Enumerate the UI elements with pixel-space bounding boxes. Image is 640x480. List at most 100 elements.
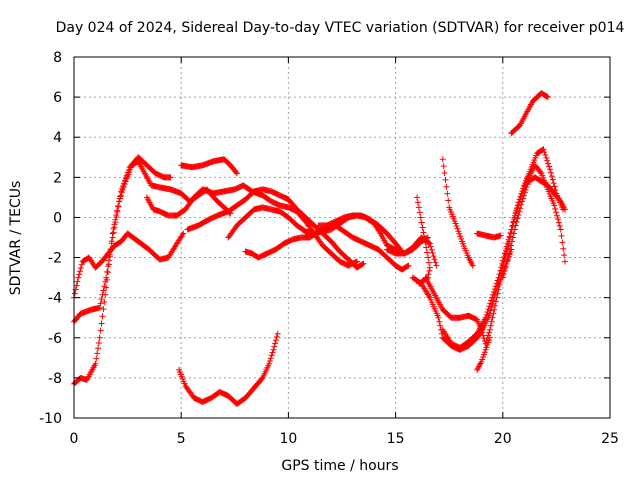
data-point: [486, 334, 493, 341]
data-point: [549, 176, 556, 183]
data-point: [445, 197, 452, 204]
data-point: [167, 174, 174, 181]
data-point: [493, 280, 500, 287]
data-point: [360, 260, 367, 267]
data-point: [514, 215, 521, 222]
data-point: [485, 306, 492, 313]
data-point: [266, 358, 273, 365]
y-tick-label: 0: [53, 210, 62, 226]
y-tick-label: -8: [48, 371, 62, 387]
data-point: [519, 198, 526, 205]
data-point: [544, 157, 551, 164]
x-tick-label: 25: [601, 431, 619, 447]
data-point: [510, 230, 517, 237]
data-point: [457, 233, 464, 240]
series-arc-6: [184, 186, 367, 271]
data-point: [551, 202, 558, 209]
data-point: [440, 163, 447, 170]
series-arc-8: [242, 222, 412, 273]
data-point: [511, 226, 518, 233]
x-tick-label: 15: [387, 431, 405, 447]
data-point: [521, 189, 528, 196]
data-point: [267, 355, 274, 362]
data-point: [522, 186, 529, 193]
data-point: [98, 296, 105, 303]
data-point: [430, 253, 437, 260]
data-point: [504, 257, 511, 264]
data-point: [542, 151, 549, 158]
y-axis-label: SDTVAR / TECUs: [8, 181, 24, 296]
y-tick-label: -4: [48, 291, 62, 307]
x-tick-label: 20: [494, 431, 512, 447]
series-arc-16: [508, 90, 551, 137]
data-point: [103, 284, 110, 291]
data-point: [118, 189, 125, 196]
data-point: [508, 238, 515, 245]
data-point: [484, 308, 491, 315]
data-point: [439, 156, 446, 163]
data-point: [488, 297, 495, 304]
data-point: [491, 286, 498, 293]
data-point: [482, 314, 489, 321]
data-point: [421, 234, 428, 241]
data-point: [453, 223, 460, 230]
data-point: [111, 221, 118, 228]
data-point: [102, 291, 109, 298]
data-point: [93, 355, 100, 362]
series-arc-19: [414, 194, 433, 287]
data-point: [555, 219, 562, 226]
data-point: [492, 298, 499, 305]
data-point: [444, 190, 451, 197]
data-point: [503, 243, 510, 250]
data-point: [556, 223, 563, 230]
data-point: [78, 261, 85, 268]
data-point: [550, 180, 557, 187]
data-point: [505, 236, 512, 243]
data-point: [108, 238, 115, 245]
data-point: [233, 170, 240, 177]
x-tick-label: 0: [70, 431, 79, 447]
data-point: [490, 288, 497, 295]
data-point: [442, 176, 449, 183]
data-point: [418, 219, 425, 226]
data-point: [520, 192, 527, 199]
data-point: [117, 192, 124, 199]
data-point: [558, 232, 565, 239]
data-point: [422, 239, 429, 246]
data-point: [266, 360, 273, 367]
data-point: [435, 314, 442, 321]
data-point: [492, 283, 499, 290]
data-point: [71, 290, 78, 297]
data-point: [523, 184, 530, 191]
data-point: [105, 261, 112, 268]
data-point: [487, 322, 494, 329]
data-point: [271, 343, 278, 350]
data-point: [551, 183, 558, 190]
data-point: [561, 258, 568, 265]
x-tick-label: 5: [177, 431, 186, 447]
data-point: [436, 318, 443, 325]
data-point: [98, 320, 105, 327]
data-point: [100, 306, 107, 313]
data-point: [425, 271, 432, 278]
data-point: [516, 208, 523, 215]
data-point: [258, 376, 265, 383]
data-point: [548, 173, 555, 180]
data-point: [116, 198, 123, 205]
data-point: [354, 258, 361, 265]
y-tick-label: 2: [53, 170, 62, 186]
data-point: [504, 240, 511, 247]
data-point: [74, 278, 81, 285]
data-point: [113, 212, 120, 219]
data-point: [494, 277, 501, 284]
x-axis-label: GPS time / hours: [281, 458, 398, 474]
data-point: [452, 220, 459, 227]
data-point: [561, 252, 568, 259]
data-point: [515, 212, 522, 219]
data-point: [75, 274, 82, 281]
data-point: [431, 256, 438, 263]
data-point: [547, 169, 554, 176]
data-point: [443, 183, 450, 190]
y-tick-label: 4: [53, 130, 62, 146]
